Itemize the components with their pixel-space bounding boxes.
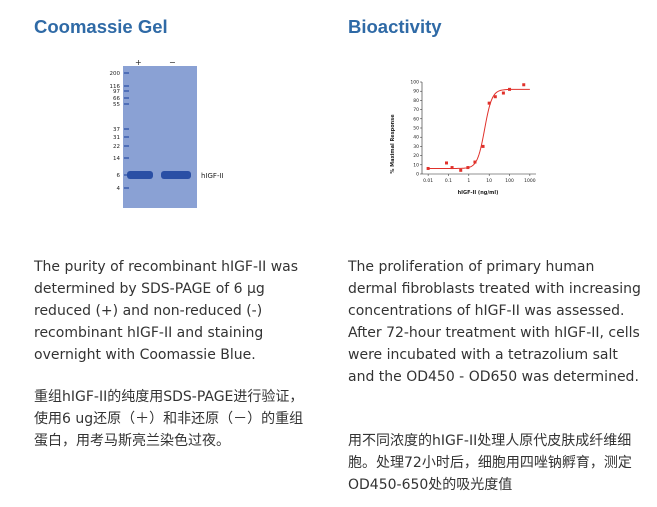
chart-y-tick-label: 60: [413, 116, 419, 122]
chart-xlabel: hIGF-II (ng/ml): [458, 190, 499, 196]
chart-ylabel: % Maximal Response: [390, 114, 396, 174]
gel-marker-band: [124, 136, 129, 138]
chart-point: [426, 166, 430, 170]
gel-marker-label: 116: [110, 84, 121, 90]
chart-y-tick-label: 90: [413, 89, 419, 95]
gel-marker-label: 66: [113, 96, 120, 102]
chart-point: [445, 161, 449, 165]
gel-marker-band: [124, 72, 129, 74]
bioactivity-description-en: The proliferation of primary human derma…: [348, 259, 641, 385]
gel-marker-band: [124, 103, 129, 105]
chart-point: [493, 95, 497, 99]
chart-point: [501, 91, 505, 95]
gel-marker-label: 97: [113, 89, 120, 95]
gel-marker-label: 37: [113, 127, 120, 133]
chart-point: [459, 168, 463, 172]
gel-lane-label-minus: −: [169, 58, 176, 67]
chart-y-tick-label: 0: [416, 172, 419, 178]
chart-x-tick-label: 10: [486, 178, 492, 184]
chart-point: [522, 83, 526, 87]
gel-lane-label-plus: +: [135, 58, 142, 67]
gel-marker-band: [124, 128, 129, 130]
chart-y-tick-label: 70: [413, 107, 419, 113]
gel-marker-band: [124, 157, 129, 159]
chart-point: [473, 160, 477, 164]
chart-y-tick-label: 50: [413, 126, 419, 132]
chart-y-tick-label: 20: [413, 153, 419, 159]
chart-x-tick-label: 1000: [524, 178, 536, 184]
gel-band-label: hIGF-II: [201, 172, 224, 180]
gel-marker-label: 22: [113, 144, 120, 150]
gel-marker-label: 6: [117, 173, 121, 179]
gel-description-cn: 重组hIGF-II的纯度用SDS-PAGE进行验证，使用6 ug还原（＋）和非还…: [34, 389, 304, 449]
gel-description-en: The purity of recombinant hIGF-II was de…: [34, 259, 299, 363]
gel-marker-label: 31: [113, 135, 120, 141]
gel-band-nonreduced: [161, 171, 191, 179]
bioactivity-chart: % Maximal Response hIGF-II (ng/ml) 0 10 20…: [390, 80, 536, 196]
gel-marker-label: 200: [110, 71, 121, 77]
gel-marker-label: 55: [113, 102, 120, 108]
gel-marker-label: 14: [113, 156, 120, 162]
chart-x-tick-label: 0.1: [445, 178, 452, 184]
gel-marker-band: [124, 145, 129, 147]
chart-point: [481, 144, 485, 148]
chart-y-tick-label: 30: [413, 144, 419, 150]
chart-x-tick-label: 1: [467, 178, 470, 184]
bioactivity-description-cn: 用不同浓度的hIGF-II处理人原代皮肤成纤维细胞。处理72小时后，细胞用四唑钠…: [348, 433, 632, 493]
chart-y-tick-label: 10: [413, 162, 419, 168]
chart-point: [508, 87, 512, 91]
bioactivity-heading: Bioactivity: [348, 16, 442, 37]
chart-x-tick-label: 0.01: [423, 178, 433, 184]
chart-point: [487, 101, 491, 105]
gel-marker-band: [124, 97, 129, 99]
chart-point: [466, 166, 470, 170]
chart-point: [450, 166, 454, 170]
gel-marker-band: [124, 187, 129, 189]
chart-x-tick-label: 100: [505, 178, 514, 184]
gel-band-reduced: [127, 171, 153, 179]
gel-marker-band: [124, 90, 129, 92]
gel-marker-band: [124, 174, 129, 176]
chart-y-tick-label: 80: [413, 98, 419, 104]
chart-y-tick-label: 40: [413, 135, 419, 141]
chart-y-tick-label: 100: [410, 80, 419, 86]
gel-marker-band: [124, 85, 129, 87]
gel-background: [123, 66, 197, 208]
gel-marker-label: 4: [117, 186, 121, 192]
coomassie-gel-heading: Coomassie Gel: [34, 16, 168, 37]
chart-fit-curve: [428, 88, 530, 169]
